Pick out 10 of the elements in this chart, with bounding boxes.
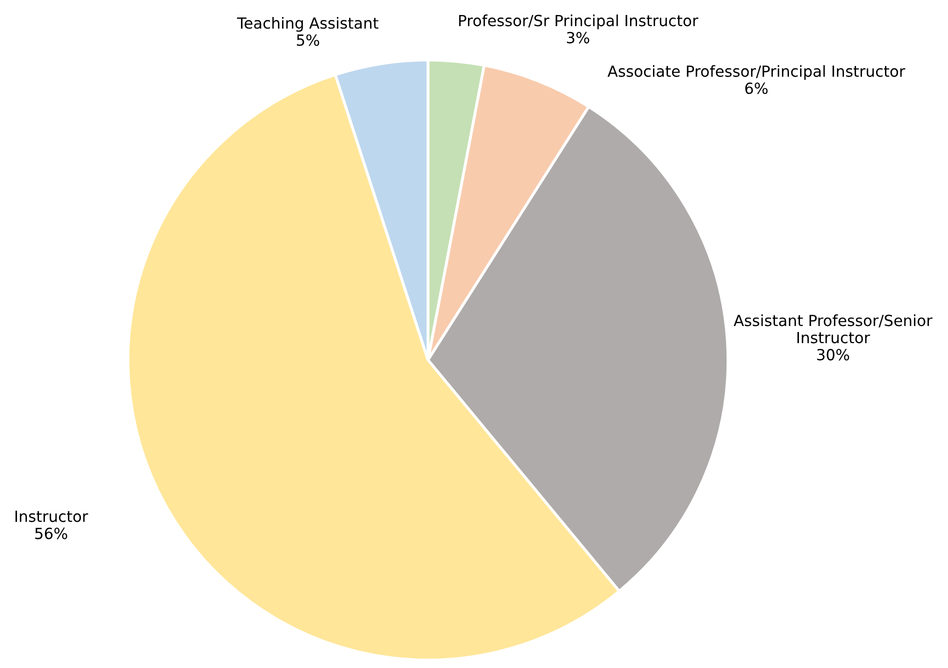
slice-label: Associate Professor/Principal Instructor [608,65,906,80]
slice-label: Professor/Sr Principal Instructor [459,14,698,30]
data-label: 6% [745,82,768,94]
slice-label: Assistant Professor/Senior Instructor [734,314,932,344]
slice-label: Teaching Assistant [237,16,378,32]
data-label: 30% [817,348,850,360]
slice-label: Instructor [16,510,88,522]
data-label: 5% [296,34,320,46]
data-label: 56% [35,528,68,540]
data-label: 3% [566,32,590,44]
